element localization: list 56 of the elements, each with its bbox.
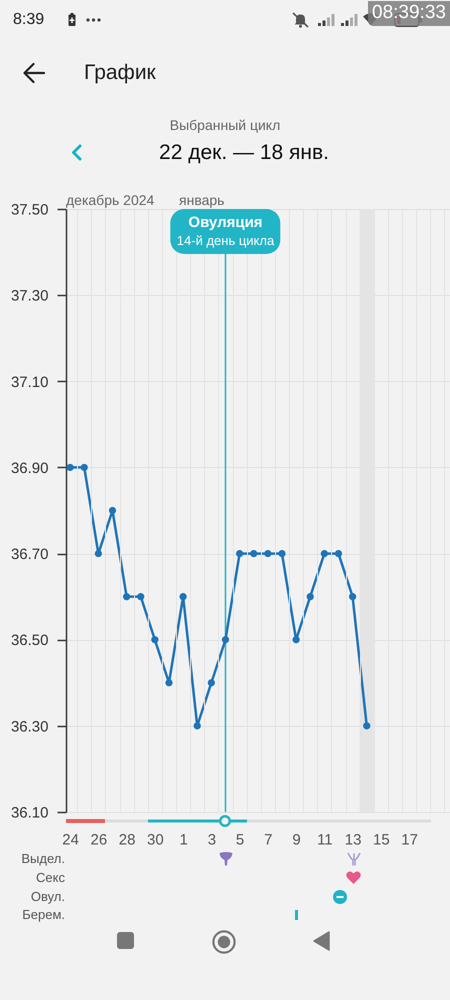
point (278, 550, 286, 558)
point (108, 506, 116, 514)
point (94, 550, 102, 558)
text: Секс (36, 870, 65, 886)
point (363, 722, 370, 730)
x-tick-label: 3 (208, 832, 216, 848)
annotation: 14-й день цикла (176, 232, 274, 249)
y-tick-label: 37.10 (10, 374, 48, 391)
y-tick-label: 37.50 (10, 202, 48, 218)
y-tick-label: 36.90 (10, 460, 48, 477)
point (236, 550, 244, 558)
point (66, 464, 74, 472)
point (250, 550, 258, 558)
x-tick-label: 13 (344, 832, 362, 848)
text: 08:39:33 (368, 0, 450, 26)
y-tick-label: 36.70 (10, 546, 48, 564)
text: январь (179, 192, 224, 208)
x-tick-label: 28 (118, 832, 136, 848)
point (320, 550, 328, 558)
point (151, 636, 158, 644)
chart-subtitle: Выбранный цикл (170, 116, 280, 134)
point (348, 593, 356, 600)
x-tick-label: 24 (62, 832, 79, 848)
point (180, 593, 187, 600)
x-tick-label: 9 (292, 832, 301, 848)
point (264, 550, 272, 558)
point (208, 679, 215, 686)
text: Выдел. (21, 851, 65, 867)
point (334, 550, 342, 558)
x-tick-label: 15 (373, 832, 390, 848)
point (194, 722, 201, 730)
text: декабрь 2024 (66, 192, 154, 208)
point (306, 593, 314, 600)
x-tick-label: 11 (317, 832, 333, 848)
y-tick-label: 36.50 (10, 632, 48, 650)
point (292, 636, 300, 644)
x-tick-label: 7 (264, 832, 273, 848)
x-tick-label: 17 (401, 832, 418, 848)
ref-line-label: Овуляция (187, 213, 264, 232)
text: Берем. (22, 907, 65, 923)
y-tick-label: 36.10 (10, 804, 48, 822)
point (123, 593, 130, 600)
point (80, 464, 88, 472)
chart-title: График (84, 60, 156, 86)
text: 8:39 (13, 10, 44, 30)
y-tick-label: 37.30 (10, 288, 48, 305)
x-tick-label: 5 (236, 832, 244, 848)
y-tick-label: 36.30 (10, 718, 48, 736)
x-tick-label: 1 (179, 832, 188, 848)
point (137, 593, 144, 600)
point (222, 636, 230, 644)
x-tick-label: 30 (147, 832, 164, 848)
text: 22 дек. — 18 янв. (159, 140, 329, 166)
point (165, 679, 173, 686)
text: Овул. (30, 889, 65, 905)
x-tick-label: 26 (90, 832, 108, 848)
